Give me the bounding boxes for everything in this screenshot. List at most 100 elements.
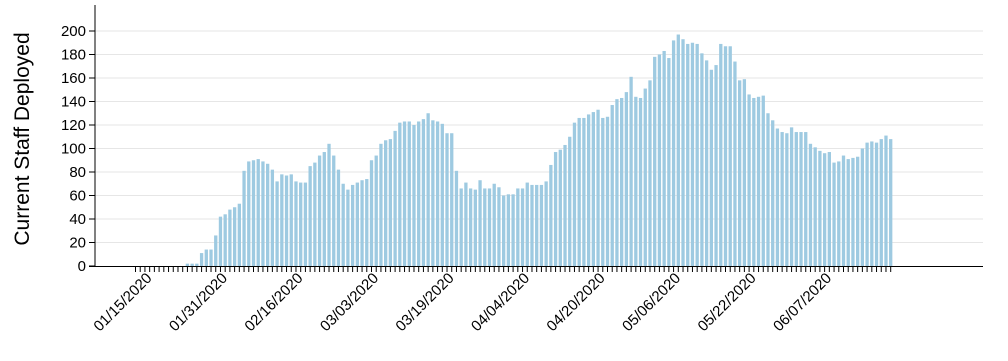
bar [596,109,600,266]
bar [563,144,567,266]
bar [884,135,888,266]
bar [468,188,473,266]
bar [577,117,581,266]
bar [771,120,775,266]
bar [341,183,345,266]
y-tick-label: 20 [69,235,86,252]
bar [822,153,827,266]
bar [686,43,690,266]
y-tick-label: 180 [61,47,86,64]
bar [232,207,237,266]
bar [242,170,246,266]
bar [856,156,860,266]
bar [303,182,308,266]
bar [313,162,317,266]
bar [502,195,506,266]
bar [412,125,416,266]
bar [431,120,435,266]
x-tick-label: 05/22/2020 [695,270,760,335]
x-tick-label: 03/03/2020 [317,270,382,335]
bar [199,253,204,266]
bar [558,149,562,266]
x-tick-label: 03/19/2020 [392,270,457,335]
bar [756,96,761,266]
bar [450,133,454,266]
bar [624,92,629,266]
x-tick-label: 04/20/2020 [543,270,608,335]
bar [256,159,260,266]
bar [261,161,265,266]
bar [289,174,293,266]
bar [223,214,227,266]
bar [407,121,411,266]
bar [459,188,463,266]
bar [766,113,770,266]
bar [662,50,666,266]
bar [511,194,515,266]
bar [648,80,652,266]
y-tick-label: 0 [78,258,86,275]
bar [709,69,713,267]
bar [270,169,275,266]
x-tick-label: 06/07/2020 [770,270,835,335]
bar [804,132,808,266]
bar [695,43,699,266]
bar [266,163,270,266]
y-tick-label: 60 [69,188,86,205]
bar [723,46,728,267]
bar [629,76,633,266]
bar [785,133,789,266]
bar [369,160,374,266]
bar [497,187,501,266]
bar [195,263,199,266]
bar [653,56,657,266]
bar [827,152,831,266]
bar [426,113,430,266]
bar [832,162,836,266]
bar [601,117,605,266]
bar [837,161,841,266]
y-tick-label: 140 [61,94,86,111]
bar [332,155,336,266]
bar [402,121,407,266]
bar [775,128,780,266]
bar [690,42,695,266]
bar [398,122,402,267]
bar [535,184,539,266]
bar [582,117,586,266]
bar [308,166,312,266]
bar [714,65,718,266]
bar [638,97,643,266]
bar [813,147,817,266]
bar [317,155,322,266]
bar [251,160,256,266]
bar [327,143,331,266]
bar [355,182,359,266]
bar [445,133,449,266]
bar [473,189,477,266]
bars [185,34,893,267]
bar [870,141,874,266]
bar [615,99,619,267]
bar [605,116,610,267]
bar [851,157,855,266]
bar [483,188,487,266]
bar [700,53,704,267]
bar [487,188,492,266]
bar [676,34,680,267]
bar [671,40,676,267]
bar [544,181,548,266]
bar [516,188,520,266]
x-tick-label: 02/16/2020 [241,270,306,335]
bar [780,132,784,266]
bar [733,61,737,266]
bar [379,143,383,266]
bar [228,209,232,266]
bar [643,88,647,266]
bar [294,181,298,266]
bar [879,139,883,266]
bar [620,97,624,266]
bar [572,122,577,267]
bar [360,180,364,266]
